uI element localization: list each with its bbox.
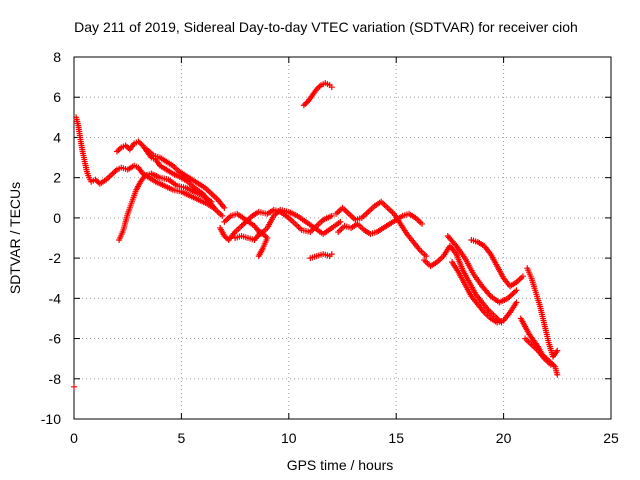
series-arc-c bbox=[144, 146, 228, 211]
series-zero-band-b bbox=[335, 210, 425, 237]
x-axis-label: GPS time / hours bbox=[287, 457, 394, 473]
data-point bbox=[547, 361, 554, 368]
series-decline-c bbox=[444, 232, 520, 306]
series-high-arc bbox=[300, 80, 335, 109]
y-tick-label: 4 bbox=[53, 129, 61, 145]
series-arc-b bbox=[116, 170, 215, 244]
plot-frame bbox=[73, 56, 612, 420]
data-point bbox=[423, 253, 430, 260]
data-point bbox=[554, 371, 561, 378]
series-outlier bbox=[71, 383, 77, 390]
data-point bbox=[328, 84, 335, 91]
series-early-spike bbox=[73, 114, 217, 211]
series-mid-c bbox=[232, 228, 271, 260]
y-axis-label: SDTVAR / TECUs bbox=[7, 182, 23, 294]
y-tick-label: 8 bbox=[53, 49, 61, 65]
series-decline-d bbox=[468, 237, 526, 290]
y-tick-label: -10 bbox=[41, 411, 61, 427]
x-tick-label: 25 bbox=[603, 430, 619, 446]
data-point bbox=[328, 212, 335, 219]
series-mid-b bbox=[221, 206, 344, 237]
y-tick-label: -4 bbox=[49, 290, 62, 306]
data-point bbox=[513, 299, 520, 306]
series-tail-c bbox=[522, 335, 554, 368]
series-low-frag bbox=[307, 251, 335, 262]
data-point bbox=[554, 347, 561, 354]
axis-ticks bbox=[73, 56, 612, 420]
data-point bbox=[255, 253, 262, 260]
series-mid-a bbox=[217, 206, 335, 244]
y-tick-label: 2 bbox=[53, 170, 61, 186]
y-tick-label: 6 bbox=[53, 89, 61, 105]
y-tick-label: -6 bbox=[49, 331, 62, 347]
chart-title: Day 211 of 2019, Sidereal Day-to-day VTE… bbox=[74, 19, 578, 35]
data-point bbox=[513, 287, 520, 294]
x-tick-labels: 0 5 10 15 20 25 bbox=[70, 430, 619, 446]
data-point bbox=[208, 198, 215, 205]
y-tick-labels: -10 -8 -6 -4 -2 0 2 4 6 8 bbox=[41, 49, 61, 427]
y-tick-label: -2 bbox=[49, 250, 62, 266]
x-tick-label: 10 bbox=[281, 430, 297, 446]
grid-lines bbox=[74, 57, 611, 419]
y-tick-label: -8 bbox=[49, 371, 62, 387]
x-tick-label: 20 bbox=[496, 430, 512, 446]
x-tick-label: 0 bbox=[70, 430, 78, 446]
data-series bbox=[71, 80, 561, 390]
data-point bbox=[519, 273, 526, 280]
data-point bbox=[328, 251, 335, 258]
data-point bbox=[219, 212, 226, 219]
series-decline-b bbox=[449, 259, 520, 326]
x-tick-label: 15 bbox=[388, 430, 404, 446]
y-tick-label: 0 bbox=[53, 210, 61, 226]
series-tail-a bbox=[517, 315, 561, 378]
data-point bbox=[221, 204, 228, 211]
data-point bbox=[337, 218, 344, 225]
series-tail-b bbox=[524, 265, 561, 360]
data-point bbox=[418, 220, 425, 227]
data-point bbox=[71, 383, 77, 390]
x-tick-label: 5 bbox=[178, 430, 186, 446]
